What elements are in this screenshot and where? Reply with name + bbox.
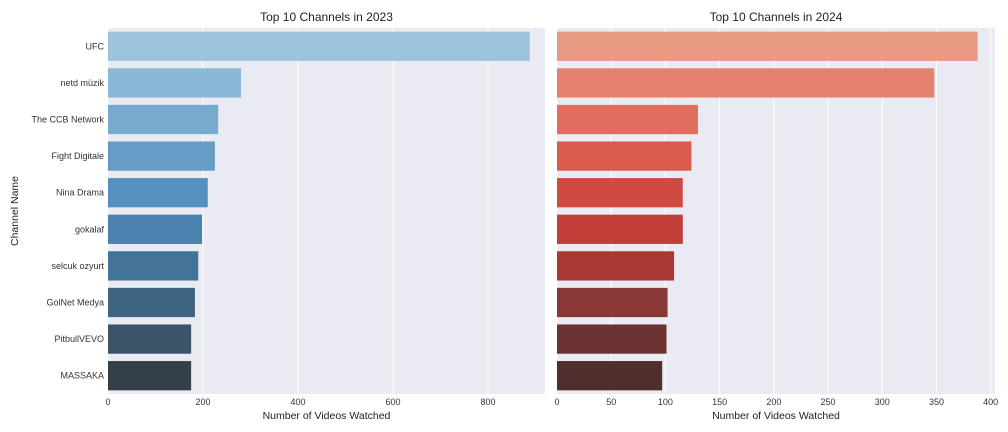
x-tick-label: 350 [929,397,944,407]
category-label: PitbullVEVO [54,334,104,344]
x-tick-label: 0 [105,397,110,407]
x-tick-label: 250 [821,397,836,407]
bar-6 [557,214,683,244]
bar-7 [108,251,199,281]
bar-8 [557,287,668,318]
x-tick-label: 200 [766,397,781,407]
bar-9 [557,324,667,354]
x-axis-label: Number of Videos Watched [712,410,840,422]
category-label: selcuk ozyurt [51,261,104,271]
bar-3 [557,104,698,135]
category-label: gokalaf [75,224,105,234]
bar-2 [557,68,935,98]
bar-9 [108,324,192,354]
category-label: Fight Digitale [51,151,104,161]
y-axis-label: Channel Name [9,176,21,246]
x-tick-label: 400 [290,397,305,407]
bar-6 [108,214,203,244]
bar-7 [557,251,675,281]
category-label: MASSAKA [60,371,104,381]
category-label: The CCB Network [31,115,104,125]
x-tick-label: 400 [983,397,998,407]
bar-2 [108,68,241,98]
category-label: Nina Drama [56,188,104,198]
x-tick-label: 300 [875,397,890,407]
category-label: netd müzik [60,78,104,88]
x-axis-label: Number of Videos Watched [263,410,391,422]
chart-panel-1: UFC netd müzik The CCB Network Fight Digita… [9,10,545,422]
x-tick-label: 800 [480,397,495,407]
category-label: GolNet Medya [46,298,104,308]
x-tick-label: 100 [658,397,673,407]
bar-1 [557,31,978,61]
x-tick-label: 200 [195,397,210,407]
bar-10 [557,361,663,391]
bar-3 [108,104,219,135]
bar-4 [557,141,692,171]
chart-title: Top 10 Channels in 2024 [710,10,843,24]
bar-5 [108,178,208,208]
bar-10 [108,361,192,391]
x-tick-label: 50 [606,397,616,407]
bar-8 [108,287,195,318]
x-tick-label: 600 [385,397,400,407]
x-tick-label: 0 [554,397,559,407]
chart-title: Top 10 Channels in 2023 [260,10,393,24]
bar-1 [108,31,530,61]
x-tick-label: 150 [712,397,727,407]
bar-5 [557,178,683,208]
bar-4 [108,141,215,171]
category-label: UFC [86,41,105,51]
chart-panel-2: 0 50 100 150 200 250 300 350 400 Top 10 Channels … [554,10,998,422]
